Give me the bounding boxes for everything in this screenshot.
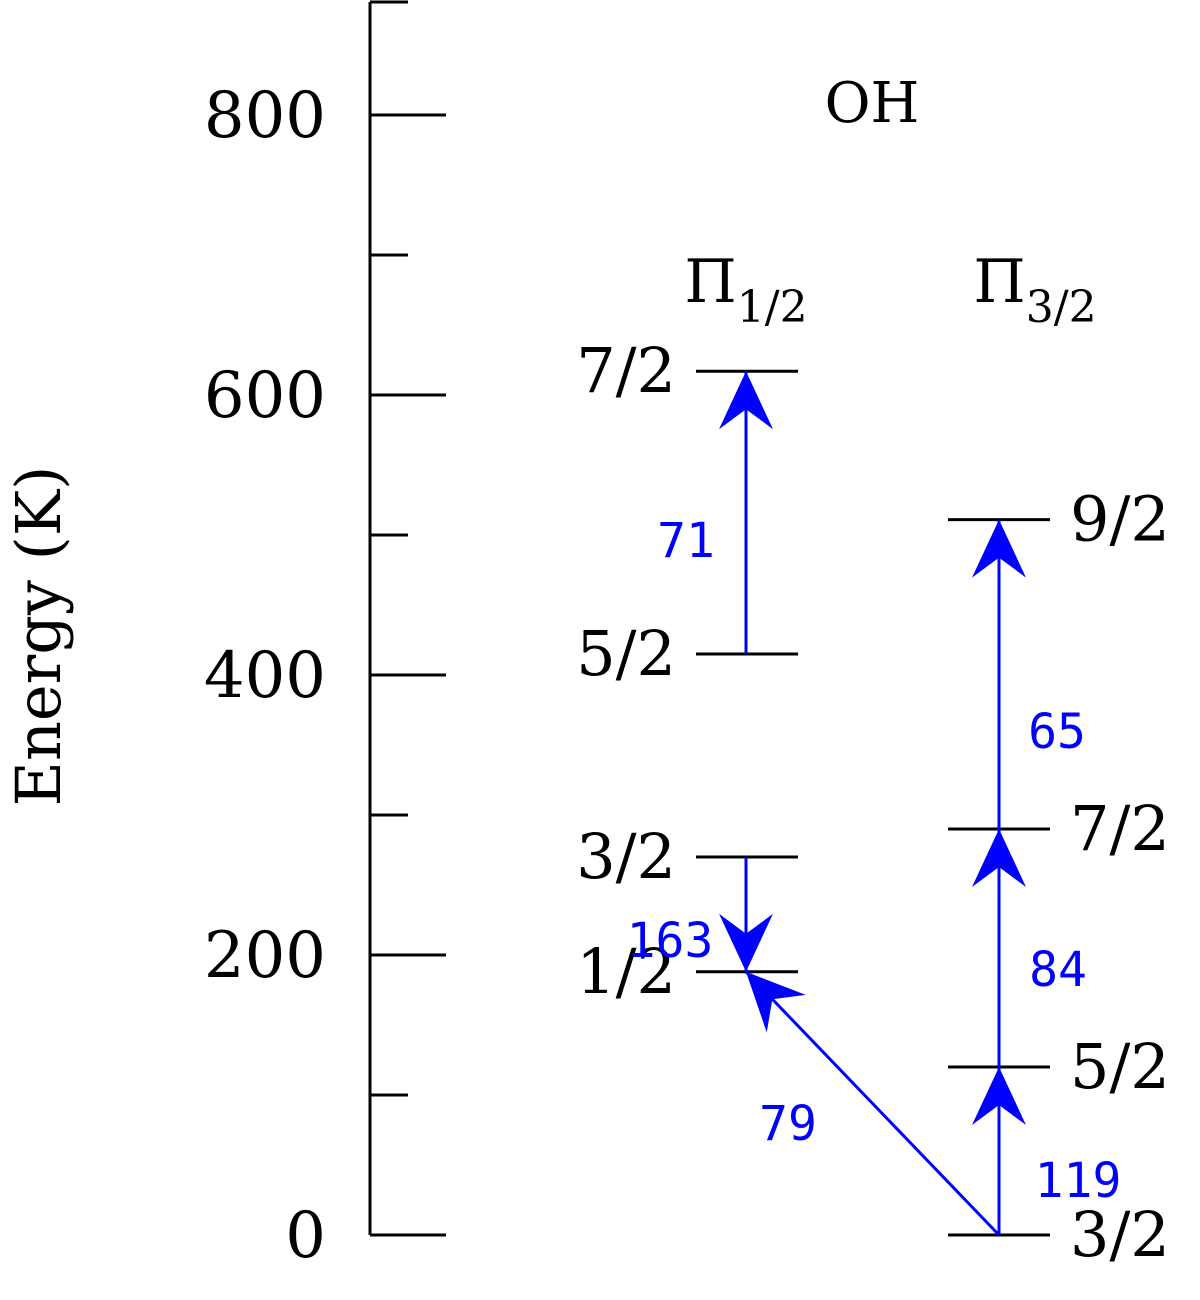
arrowhead (972, 829, 1026, 887)
transition-79: 79 (744, 970, 1001, 1237)
energy-levels: 1/2 3/2 5/2 7/2 3/2 5/2 7/2 9/2 (576, 334, 1170, 1271)
tick-label: 0 (285, 1199, 326, 1273)
ladder-label-pi12: Π1/2 (684, 247, 807, 333)
ladder-symbol: Π (684, 247, 736, 317)
ladder-symbol: Π (973, 247, 1025, 317)
transition-71: 71 (657, 371, 773, 654)
arrowhead (972, 1067, 1026, 1125)
level-label: 5/2 (1070, 1030, 1170, 1103)
tick-label: 800 (204, 79, 326, 153)
transition-label: 71 (657, 513, 715, 569)
level-label: 7/2 (1070, 792, 1170, 865)
level-label: 7/2 (576, 334, 676, 407)
ladder-label-pi32: Π3/2 (973, 247, 1096, 333)
ladder-labels: Π1/2 Π3/2 (684, 247, 1096, 333)
level-label: 3/2 (576, 820, 676, 893)
transition-label: 119 (1035, 1153, 1122, 1209)
molecule-label: OH (825, 71, 920, 136)
transition-line (744, 970, 1001, 1237)
transition-119: 119 (972, 1067, 1121, 1235)
level-label: 3/2 (1070, 1198, 1170, 1271)
level-label: 1/2 (576, 935, 676, 1008)
transition-label: 163 (627, 913, 714, 969)
transition-163: 163 (627, 857, 773, 972)
arrowhead (719, 913, 773, 972)
tick-label: 200 (204, 919, 326, 993)
level-label: 5/2 (576, 617, 676, 690)
tick-label: 400 (204, 639, 326, 713)
ladder-subscript: 1/2 (737, 282, 808, 333)
tick-label: 600 (204, 359, 326, 433)
transitions: 71 163 79 119 84 65 (627, 371, 1121, 1237)
transition-label: 65 (1028, 704, 1086, 760)
arrowhead (972, 519, 1026, 578)
y-axis: 0 200 400 600 800 (204, 0, 446, 1273)
y-axis-label: Energy (K) (2, 466, 75, 807)
arrowhead (719, 371, 773, 430)
transition-label: 84 (1029, 942, 1087, 998)
transition-65: 65 (972, 519, 1086, 829)
transition-label: 79 (759, 1096, 817, 1152)
transition-84: 84 (972, 829, 1087, 1067)
arrowhead (746, 971, 806, 1033)
ladder-subscript: 3/2 (1026, 282, 1097, 333)
level-label: 9/2 (1070, 483, 1170, 556)
